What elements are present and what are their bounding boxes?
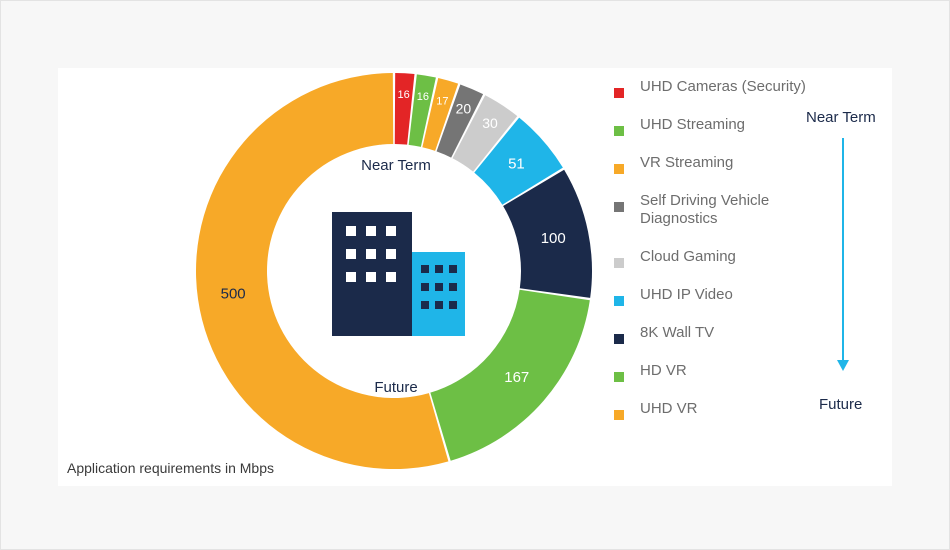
donut-value-label: 500 [221,286,246,303]
donut-value-labels: 16 16 17 20 30 51 100 167 500 [221,89,566,386]
donut-value-label: 17 [436,95,448,107]
ring-end-label: Future [374,379,417,396]
donut-segment [430,289,590,461]
donut-value-label: 16 [417,91,429,103]
donut-segment [394,73,415,145]
timeline-arrow-icon [837,138,849,371]
legend-label: 8K Wall TV [640,324,715,341]
donut-value-label: 167 [504,369,529,386]
legend-swatch [614,126,624,136]
donut-value-label: 100 [541,230,566,247]
legend-swatch [614,202,624,212]
legend-label: Cloud Gaming [640,248,736,265]
chart-footnote: Application requirements in Mbps [67,460,274,476]
legend-label: UHD Cameras (Security) [640,78,806,95]
donut-value-label: 30 [482,115,498,131]
donut-segments [196,73,592,469]
legend-swatch [614,410,624,420]
legend-label: Self Driving Vehicle Diagnostics [640,192,770,227]
ring-start-label: Near Term [361,157,431,174]
legend-swatch [614,258,624,268]
legend-swatch [614,88,624,98]
timeline-end-label: Future [819,396,863,413]
donut-segment [436,84,484,158]
legend-swatch [614,296,624,306]
office-buildings-icon [332,212,465,336]
legend-swatch [614,334,624,344]
legend-label: HD VR [640,362,687,379]
donut-value-label: 51 [508,156,525,173]
legend-label: UHD VR [640,400,698,417]
donut-segment [196,73,449,469]
donut-segment [474,117,563,205]
donut-segment [408,74,436,147]
donut-segment [422,78,459,151]
legend-label: VR Streaming [640,154,734,171]
legend-swatch [614,164,624,174]
legend-label: UHD Streaming [640,116,746,133]
donut-segment [452,95,518,172]
donut-value-label: 20 [456,101,472,117]
legend-label: UHD IP Video [640,286,733,303]
donut-segment [503,169,592,298]
donut-value-label: 16 [398,89,410,101]
legend-swatch [614,372,624,382]
timeline-start-label: Near Term [806,109,876,126]
